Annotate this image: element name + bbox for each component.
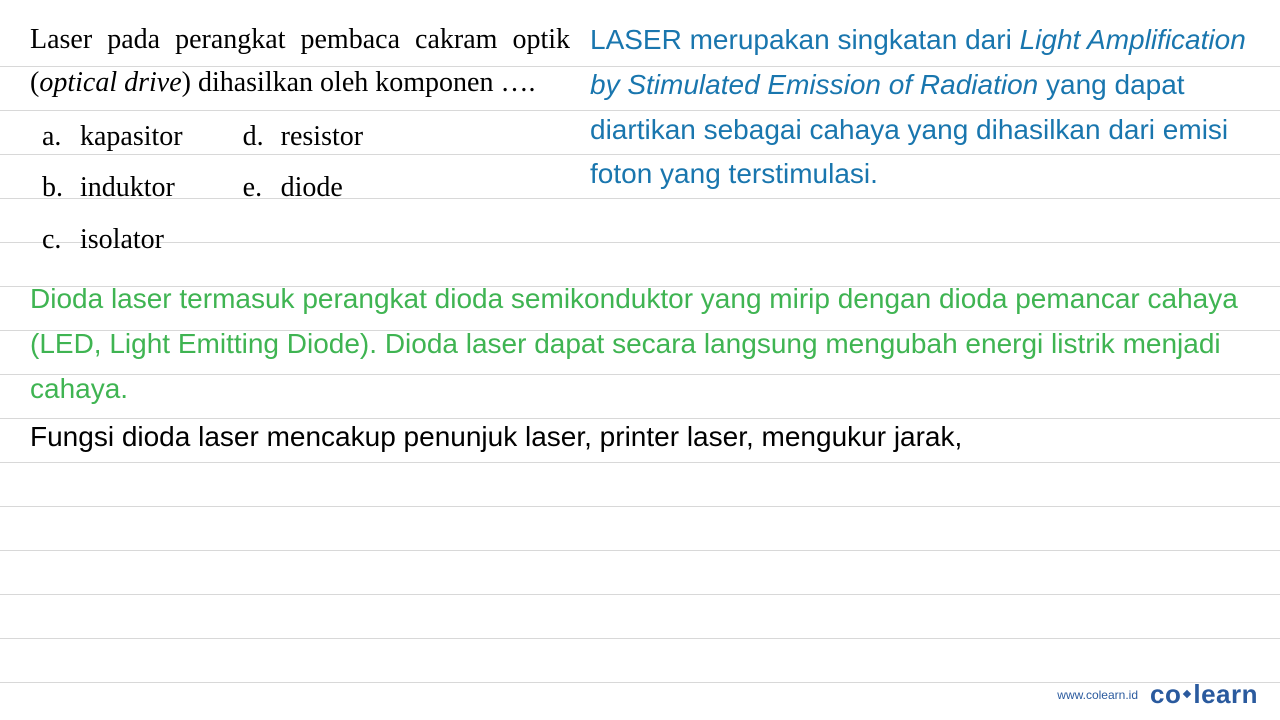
question-paren-open: ( xyxy=(30,67,39,98)
logo-part1: co xyxy=(1150,679,1181,709)
black-text: Fungsi dioda laser mencakup penunjuk las… xyxy=(30,421,962,452)
question-text: Laser pada perangkat pembaca cakram opti… xyxy=(30,18,570,105)
explanation-blue: LASER merupakan singkatan dari Light Amp… xyxy=(590,18,1250,261)
option-text: induktor xyxy=(80,166,175,209)
options-col-right: d. resistor e. diode xyxy=(243,115,363,261)
option-text: kapasitor xyxy=(80,115,183,158)
footer-url: www.colearn.id xyxy=(1057,688,1138,702)
question-line2-rest: ) dihasilkan oleh komponen …. xyxy=(182,67,536,98)
option-letter: b. xyxy=(42,166,66,209)
option-b: b. induktor xyxy=(42,166,183,209)
explanation-black: Fungsi dioda laser mencakup penunjuk las… xyxy=(30,415,1250,460)
option-letter: e. xyxy=(243,166,267,209)
option-text: diode xyxy=(281,166,343,209)
option-text: resistor xyxy=(281,115,363,158)
option-letter: c. xyxy=(42,218,66,261)
option-letter: a. xyxy=(42,115,66,158)
option-e: e. diode xyxy=(243,166,363,209)
options-col-left: a. kapasitor b. induktor c. isolator xyxy=(42,115,183,261)
logo-part2: learn xyxy=(1193,679,1258,709)
blue-part1: LASER merupakan singkatan dari xyxy=(590,24,1020,55)
green-text: Dioda laser termasuk perangkat dioda sem… xyxy=(30,283,1238,404)
question-line1: Laser pada perangkat pembaca cakram opti… xyxy=(30,24,570,55)
option-d: d. resistor xyxy=(243,115,363,158)
question-block: Laser pada perangkat pembaca cakram opti… xyxy=(30,18,570,261)
explanation-green: Dioda laser termasuk perangkat dioda sem… xyxy=(30,277,1250,411)
option-text: isolator xyxy=(80,218,164,261)
logo-dot-icon xyxy=(1183,690,1191,698)
question-italic: optical drive xyxy=(39,67,181,98)
option-letter: d. xyxy=(243,115,267,158)
options-container: a. kapasitor b. induktor c. isolator d. xyxy=(30,115,570,261)
option-a: a. kapasitor xyxy=(42,115,183,158)
option-c: c. isolator xyxy=(42,218,183,261)
footer-logo: colearn xyxy=(1150,679,1258,710)
footer: www.colearn.id colearn xyxy=(1057,679,1258,710)
content-area: Laser pada perangkat pembaca cakram opti… xyxy=(0,0,1280,478)
